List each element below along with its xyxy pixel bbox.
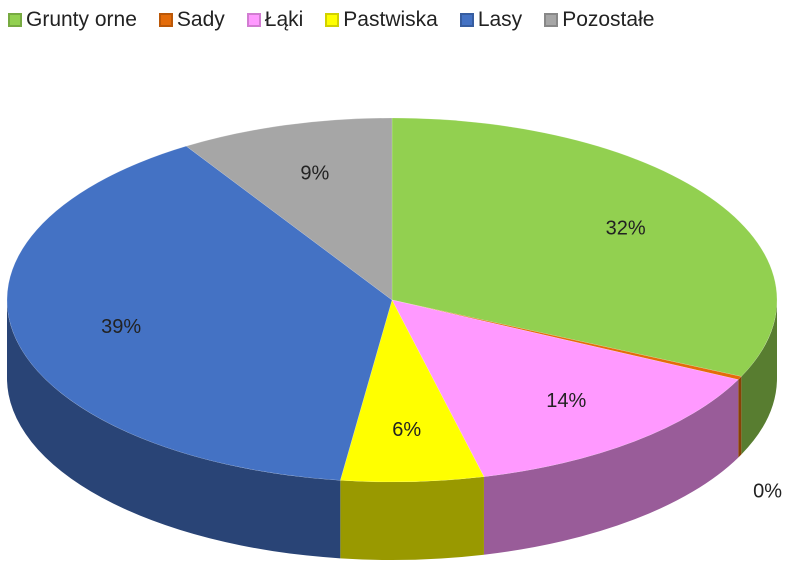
slice bbox=[185, 117, 393, 301]
slice bbox=[391, 299, 739, 478]
legend-item: Pozostałe bbox=[544, 8, 654, 32]
slice-side bbox=[741, 300, 777, 455]
legend-label: Grunty orne bbox=[26, 8, 137, 31]
legend-item: Lasy bbox=[459, 8, 523, 32]
legend-item: Pastwiska bbox=[325, 8, 438, 32]
legend: Grunty orne Sady Łąki Pastwiska Lasy Pozostał… bbox=[8, 8, 654, 32]
slice-side bbox=[483, 379, 739, 555]
data-label: 32% bbox=[606, 218, 646, 240]
legend-label: Łąki bbox=[264, 8, 304, 31]
legend-swatch bbox=[158, 13, 173, 27]
legend-swatch bbox=[544, 13, 559, 27]
slice-side bbox=[7, 300, 341, 559]
slice-side bbox=[738, 376, 742, 458]
slice bbox=[391, 299, 742, 380]
pie-sides bbox=[7, 300, 777, 560]
data-label: 0% bbox=[753, 481, 782, 503]
data-label: 6% bbox=[392, 419, 421, 441]
legend-swatch bbox=[325, 13, 340, 27]
legend-swatch bbox=[459, 13, 474, 27]
slice bbox=[339, 299, 485, 483]
legend-item: Sady bbox=[158, 8, 225, 32]
labels: 32% 0% 14% 6% 39% 9% bbox=[101, 162, 782, 502]
legend-label: Pozostałe bbox=[562, 8, 655, 31]
data-label: 9% bbox=[300, 162, 329, 184]
slice-side bbox=[340, 476, 484, 560]
legend-label: Pastwiska bbox=[343, 8, 438, 31]
slice bbox=[391, 117, 778, 377]
pie-tops bbox=[6, 117, 778, 483]
legend-label: Sady bbox=[176, 8, 225, 31]
legend-swatch bbox=[246, 13, 261, 27]
data-label: 14% bbox=[546, 390, 586, 412]
legend-item: Łąki bbox=[246, 8, 304, 32]
legend-swatch bbox=[8, 13, 22, 27]
legend-item: Grunty orne bbox=[8, 8, 137, 32]
slice bbox=[6, 145, 393, 481]
data-label: 39% bbox=[101, 316, 141, 338]
legend-label: Lasy bbox=[477, 8, 523, 31]
